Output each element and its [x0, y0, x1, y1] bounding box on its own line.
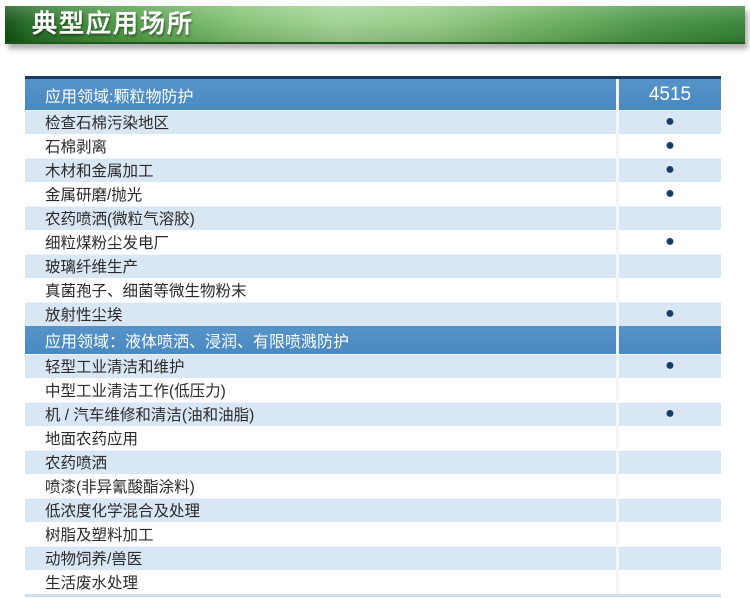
bullet-dot: ●: [616, 354, 721, 378]
table-row: 木材和金属加工 ●: [25, 158, 721, 182]
table-row: 低浓度化学混合及处理: [25, 498, 721, 522]
table-row: 生活废水处理: [25, 570, 721, 594]
empty-mark-cell: [616, 474, 721, 498]
section-title-banner: 典型应用场所: [5, 6, 745, 44]
table-row: 真菌孢子、细菌等微生物粉末: [25, 278, 721, 302]
empty-mark-cell: [616, 378, 721, 402]
table-row: 轻型工业清洁和维护 ●: [25, 354, 721, 378]
row-label: 农药喷洒: [45, 455, 108, 472]
bullet-dot: ●: [616, 158, 721, 182]
row-label: 喷漆(非异氰酸酯涂料): [45, 479, 195, 496]
table-row: 放射性尘埃 ●: [25, 302, 721, 326]
table-row: 喷漆(非异氰酸酯涂料): [25, 474, 721, 498]
empty-mark-cell: [616, 450, 721, 474]
table-row: 农药喷洒(微粒气溶胶): [25, 206, 721, 230]
table-row: 树脂及塑料加工: [25, 522, 721, 546]
empty-mark-cell: [616, 570, 721, 594]
row-label: 中型工业清洁工作(低压力): [45, 383, 226, 400]
table-row: 石棉剥离 ●: [25, 134, 721, 158]
bullet-dot: ●: [616, 302, 721, 326]
section-header-label: 应用领域:颗粒物防护: [45, 88, 194, 106]
application-table: 应用领域:颗粒物防护 4515 检查石棉污染地区 ● 石棉剥离 ● 木材和金属加工 ● 金属研磨…: [25, 76, 721, 597]
table-bottom-border: [25, 594, 721, 597]
row-label: 轻型工业清洁和维护: [45, 359, 185, 376]
product-column-header: 4515: [616, 79, 721, 110]
table-row: 检查石棉污染地区 ●: [25, 110, 721, 134]
empty-mark-cell: [616, 206, 721, 230]
row-label: 金属研磨/抛光: [45, 187, 143, 204]
row-label: 真菌孢子、细菌等微生物粉末: [45, 283, 247, 300]
table-row: 农药喷洒: [25, 450, 721, 474]
row-label: 低浓度化学混合及处理: [45, 503, 201, 520]
empty-mark-cell: [616, 498, 721, 522]
table-row: 地面农药应用: [25, 426, 721, 450]
section-header-label: 应用领域：液体喷洒、浸润、有限喷溅防护: [45, 334, 350, 351]
row-label: 石棉剥离: [45, 139, 108, 156]
table-row: 金属研磨/抛光 ●: [25, 182, 721, 206]
section-header-row: 应用领域：液体喷洒、浸润、有限喷溅防护: [25, 326, 721, 354]
empty-mark-cell: [616, 522, 721, 546]
table-row: 细粒煤粉尘发电厂 ●: [25, 230, 721, 254]
empty-mark-cell: [616, 278, 721, 302]
bullet-dot: ●: [616, 230, 721, 254]
empty-mark-cell: [616, 254, 721, 278]
bullet-dot: ●: [616, 134, 721, 158]
product-column-header-empty: [616, 326, 721, 354]
bullet-dot: ●: [616, 182, 721, 206]
row-label: 动物饲养/兽医: [45, 551, 143, 568]
bullet-dot: ●: [616, 110, 721, 134]
row-label: 检查石棉污染地区: [45, 115, 170, 132]
row-label: 农药喷洒(微粒气溶胶): [45, 211, 195, 228]
bullet-dot: ●: [616, 402, 721, 426]
row-label: 机 / 汽车维修和清洁(油和油脂): [45, 407, 255, 424]
section-header-row: 应用领域:颗粒物防护 4515: [25, 79, 721, 110]
row-label: 树脂及塑料加工: [45, 527, 154, 544]
table-row: 玻璃纤维生产: [25, 254, 721, 278]
table-row: 机 / 汽车维修和清洁(油和油脂) ●: [25, 402, 721, 426]
table-row: 中型工业清洁工作(低压力): [25, 378, 721, 402]
row-label: 放射性尘埃: [45, 307, 123, 324]
empty-mark-cell: [616, 426, 721, 450]
row-label: 木材和金属加工: [45, 163, 154, 180]
row-label: 细粒煤粉尘发电厂: [45, 235, 170, 252]
page-title: 典型应用场所: [32, 10, 195, 38]
row-label: 生活废水处理: [45, 575, 139, 592]
row-label: 玻璃纤维生产: [45, 259, 139, 276]
table-row: 动物饲养/兽医: [25, 546, 721, 570]
empty-mark-cell: [616, 546, 721, 570]
row-label: 地面农药应用: [45, 431, 139, 448]
